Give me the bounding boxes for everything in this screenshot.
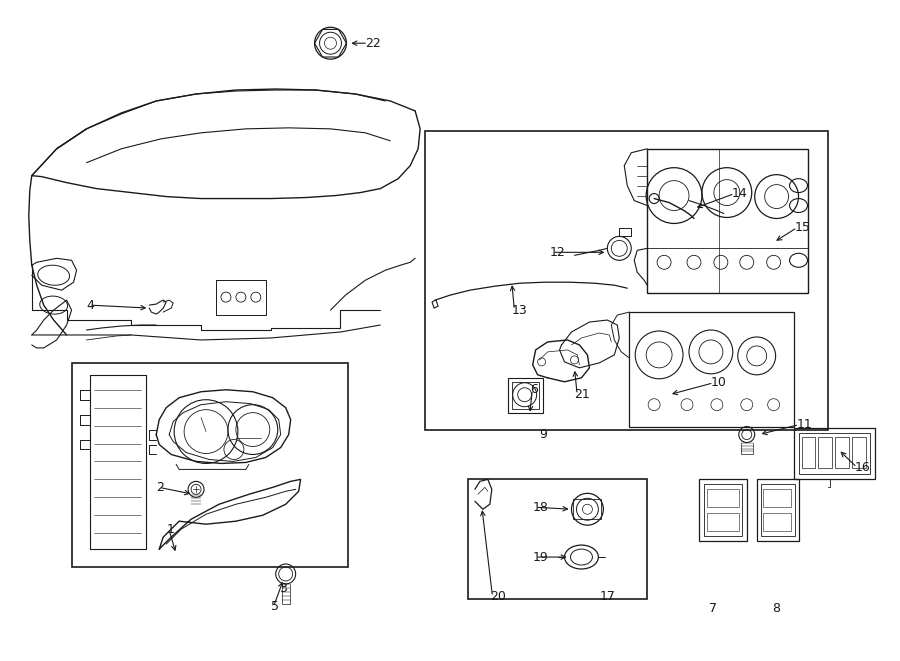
Bar — [699, 479, 747, 541]
Bar — [706, 489, 739, 507]
Text: 18: 18 — [533, 501, 548, 514]
Bar — [508, 378, 543, 412]
Bar — [757, 479, 798, 541]
Text: 9: 9 — [540, 428, 547, 441]
Bar — [468, 479, 647, 599]
Bar — [762, 489, 790, 507]
Bar — [798, 432, 870, 475]
Bar — [760, 485, 795, 536]
Text: 13: 13 — [512, 303, 527, 317]
Bar — [573, 499, 601, 519]
Bar — [704, 485, 742, 536]
Text: 8: 8 — [771, 602, 779, 615]
Bar — [72, 363, 348, 567]
Bar — [762, 513, 790, 531]
Text: 19: 19 — [533, 551, 548, 564]
Text: 6: 6 — [530, 383, 537, 396]
Text: 21: 21 — [574, 388, 590, 401]
Text: 22: 22 — [365, 37, 381, 50]
Bar — [647, 149, 808, 293]
Text: 3: 3 — [279, 582, 286, 596]
Text: 17: 17 — [599, 590, 616, 603]
Text: 2: 2 — [157, 481, 164, 494]
Bar — [512, 382, 538, 408]
Bar — [818, 436, 832, 469]
Text: 16: 16 — [854, 461, 870, 474]
Bar — [852, 436, 866, 469]
Text: 14: 14 — [732, 187, 748, 200]
Text: 4: 4 — [86, 299, 94, 311]
Text: 1: 1 — [166, 523, 174, 535]
Bar — [629, 312, 794, 426]
Bar — [425, 131, 828, 430]
Bar — [802, 436, 815, 469]
Text: 7: 7 — [709, 602, 717, 615]
Text: 12: 12 — [550, 246, 565, 259]
Bar — [794, 428, 875, 479]
Bar — [706, 513, 739, 531]
Text: 11: 11 — [796, 418, 813, 431]
Bar — [835, 436, 850, 469]
Text: 15: 15 — [795, 221, 810, 234]
Text: 10: 10 — [711, 376, 727, 389]
Text: 20: 20 — [490, 590, 506, 603]
Text: 5: 5 — [271, 600, 279, 613]
